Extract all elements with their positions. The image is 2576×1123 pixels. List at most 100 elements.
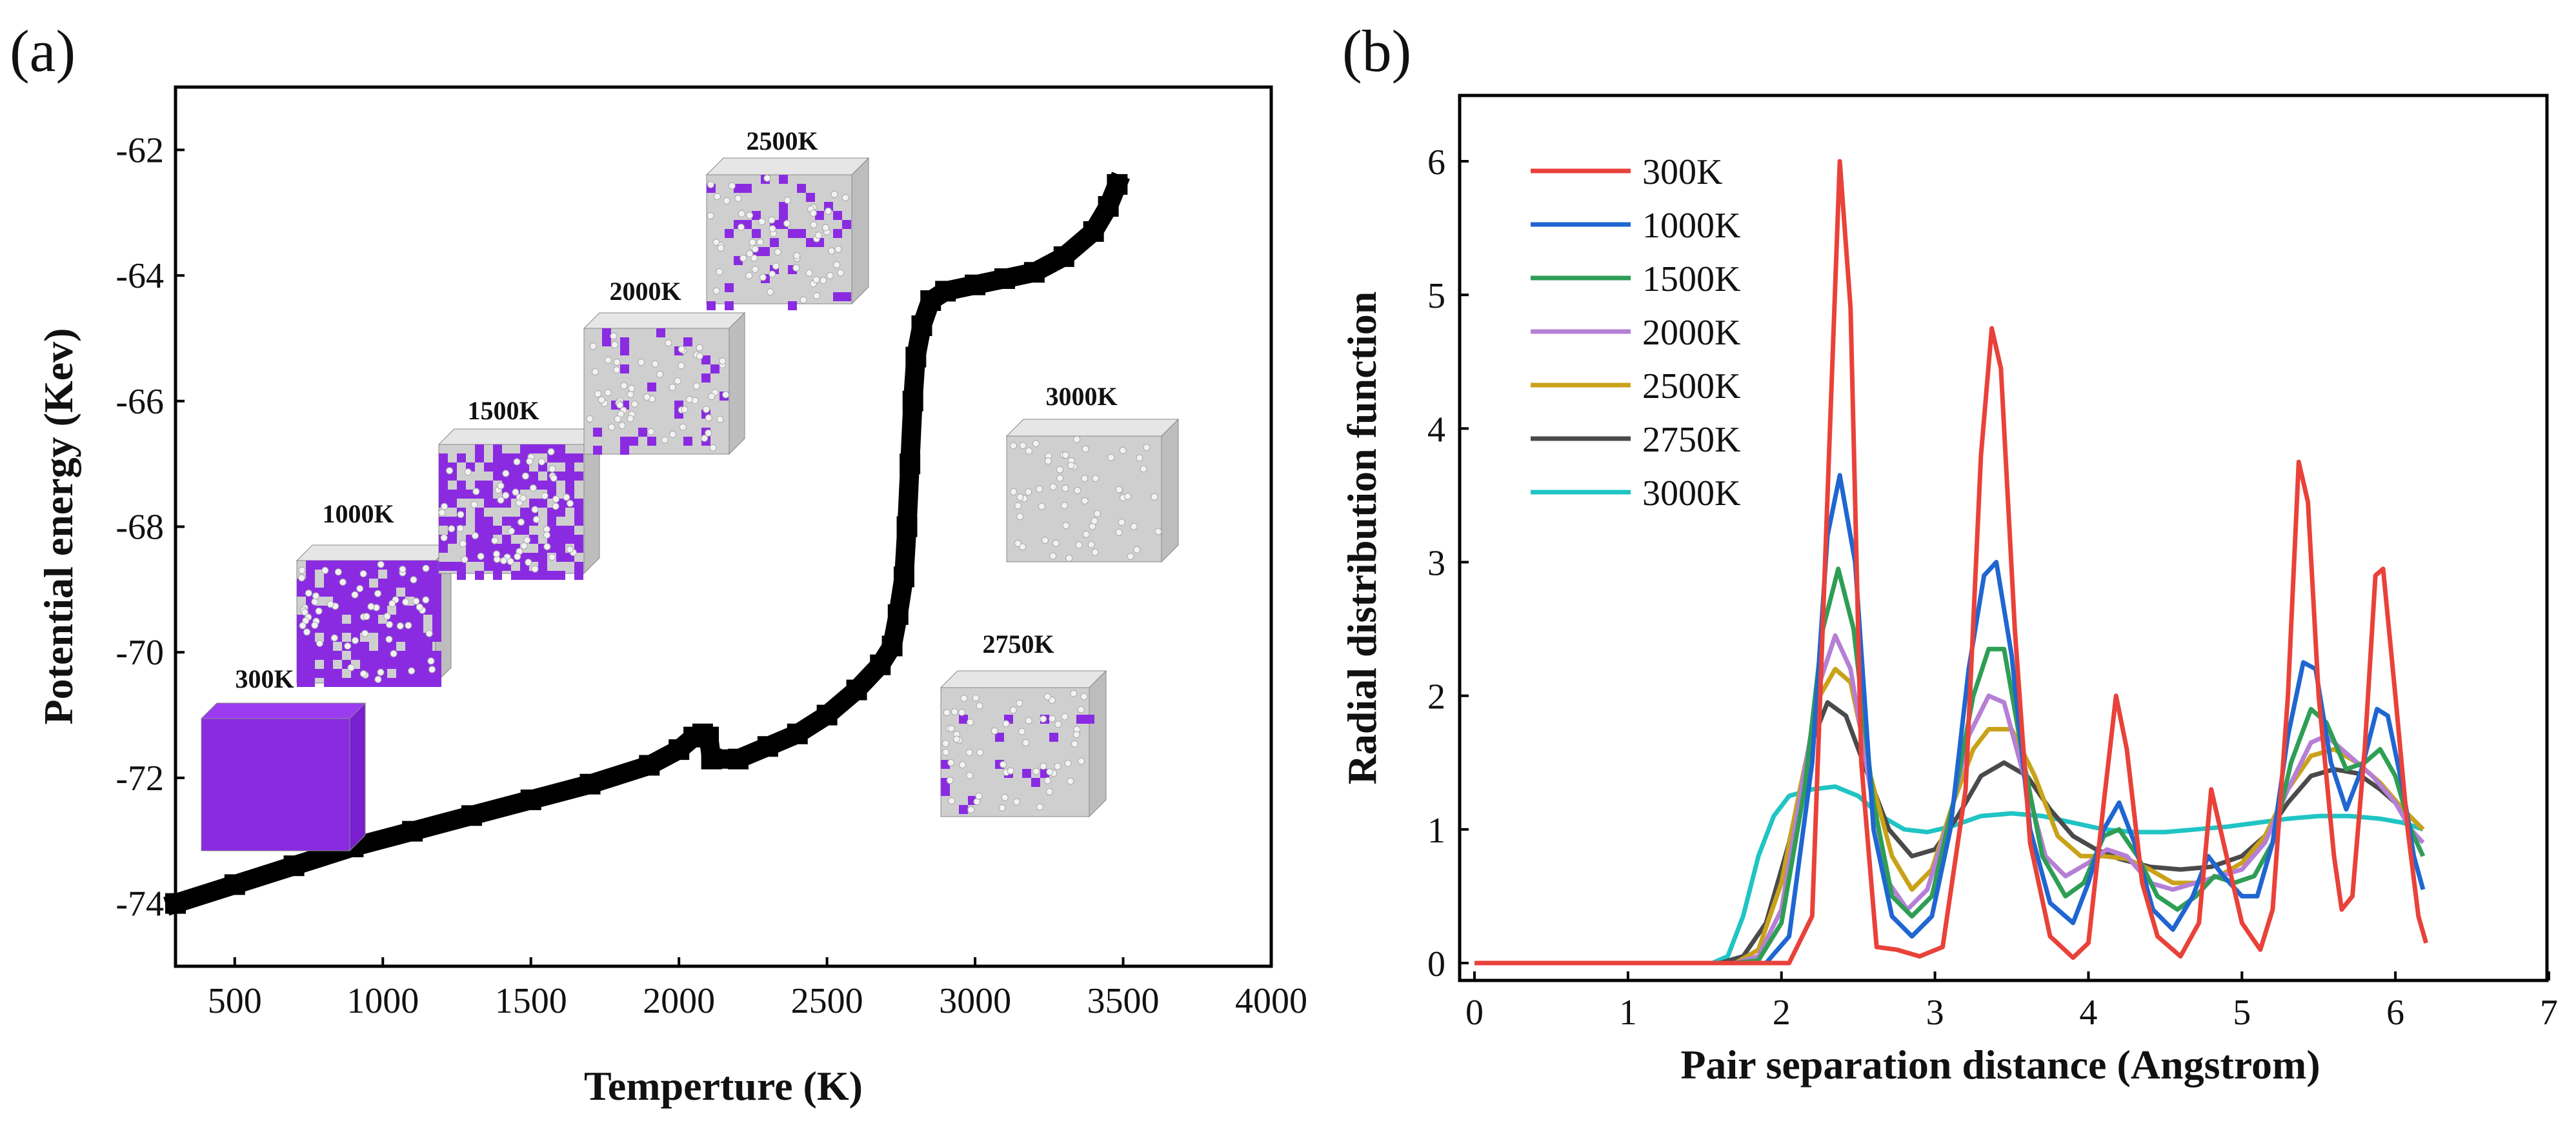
atom-cell bbox=[502, 517, 511, 526]
atom bbox=[751, 266, 759, 273]
atom-cell bbox=[565, 462, 574, 472]
atom-cell bbox=[593, 446, 602, 455]
atom-cell bbox=[833, 292, 842, 301]
cube-top bbox=[438, 428, 601, 445]
atom-cell bbox=[306, 669, 315, 678]
energy-point bbox=[461, 805, 482, 826]
atom bbox=[759, 273, 767, 281]
atom bbox=[301, 608, 308, 616]
atom-cell bbox=[620, 446, 629, 455]
atom-cell bbox=[457, 571, 466, 580]
atom-cell bbox=[520, 462, 529, 472]
atom-cell bbox=[333, 624, 342, 633]
atom bbox=[1127, 553, 1134, 561]
cube-front bbox=[201, 718, 350, 851]
atom bbox=[828, 247, 836, 255]
energy-point bbox=[881, 635, 903, 657]
atom bbox=[751, 245, 759, 253]
atom bbox=[339, 579, 347, 586]
atom bbox=[1049, 715, 1056, 722]
atom-cell bbox=[788, 301, 797, 310]
atom-cell bbox=[448, 517, 457, 526]
atom bbox=[769, 225, 776, 233]
atom-cell bbox=[360, 678, 369, 687]
snapshot-cube-2500k bbox=[705, 157, 870, 310]
atom bbox=[315, 607, 323, 615]
atom bbox=[716, 268, 723, 275]
atom-cell bbox=[574, 571, 583, 580]
atom-cell bbox=[779, 211, 788, 220]
y-tick-label: 3 bbox=[1427, 544, 1445, 584]
atom-cell bbox=[324, 678, 333, 687]
atom-cell bbox=[405, 678, 414, 687]
legend-label: 3000K bbox=[1642, 473, 1740, 513]
atom-cell bbox=[351, 579, 360, 588]
atom-cell bbox=[432, 615, 441, 624]
atom-cell bbox=[448, 535, 457, 544]
atom-cell bbox=[369, 570, 378, 579]
atom bbox=[405, 622, 412, 630]
atom-cell bbox=[547, 453, 556, 462]
y-tick-label: -68 bbox=[116, 508, 164, 548]
atom bbox=[1091, 517, 1098, 525]
energy-point bbox=[579, 773, 601, 795]
x-tick-label: 5 bbox=[2233, 993, 2251, 1033]
atom-cell bbox=[556, 553, 565, 562]
atom-cell bbox=[520, 508, 529, 517]
energy-point bbox=[900, 453, 921, 475]
atom bbox=[669, 430, 677, 438]
atom-cell bbox=[369, 624, 378, 633]
atom bbox=[456, 524, 464, 532]
atom bbox=[783, 196, 791, 204]
atom bbox=[1067, 462, 1075, 470]
atom bbox=[548, 465, 556, 473]
atom bbox=[1130, 522, 1138, 530]
atom-cell bbox=[647, 437, 656, 446]
energy-point bbox=[165, 893, 186, 914]
atom-cell bbox=[324, 579, 333, 588]
atom-cell bbox=[351, 669, 360, 678]
atom bbox=[471, 532, 479, 539]
atom-cell bbox=[324, 642, 333, 651]
panel-b-x-axis-title: Pair separation distance (Angstrom) bbox=[1680, 1042, 2320, 1088]
energy-point bbox=[902, 390, 923, 412]
atom bbox=[1115, 486, 1123, 493]
x-tick-label: 2000 bbox=[643, 981, 715, 1021]
atom-cell bbox=[432, 624, 441, 633]
atom-cell bbox=[396, 606, 405, 615]
atom-cell bbox=[414, 570, 423, 579]
atom-cell bbox=[432, 606, 441, 615]
atom bbox=[740, 254, 747, 262]
atom bbox=[566, 546, 574, 553]
atom bbox=[1041, 537, 1049, 544]
atom-cell bbox=[396, 615, 405, 624]
atom bbox=[717, 244, 725, 252]
x-tick-label: 7 bbox=[2540, 993, 2558, 1033]
atom-cell bbox=[306, 570, 315, 579]
atom bbox=[351, 591, 359, 599]
atom bbox=[1002, 720, 1010, 728]
atom bbox=[707, 181, 714, 188]
atom-cell bbox=[620, 437, 629, 446]
atom-cell bbox=[457, 481, 466, 490]
legend-label: 2500K bbox=[1642, 366, 1740, 406]
cube-top bbox=[705, 157, 870, 175]
y-tick-label: 4 bbox=[1427, 410, 1445, 450]
atom bbox=[563, 493, 570, 501]
atom-cell bbox=[797, 229, 806, 238]
atom bbox=[1061, 502, 1068, 510]
atom-cell bbox=[360, 660, 369, 669]
atom-cell bbox=[484, 499, 493, 508]
x-tick-label: 2500 bbox=[791, 981, 863, 1021]
atom-cell bbox=[423, 579, 432, 588]
atom-cell bbox=[1022, 769, 1031, 778]
atom bbox=[303, 628, 310, 636]
atom bbox=[769, 270, 776, 278]
atom bbox=[620, 382, 628, 390]
atom bbox=[1073, 435, 1081, 443]
atom-cell bbox=[565, 472, 574, 481]
atom bbox=[750, 254, 758, 262]
atom bbox=[756, 238, 764, 246]
atom-cell bbox=[520, 444, 529, 453]
atom bbox=[1092, 475, 1100, 482]
